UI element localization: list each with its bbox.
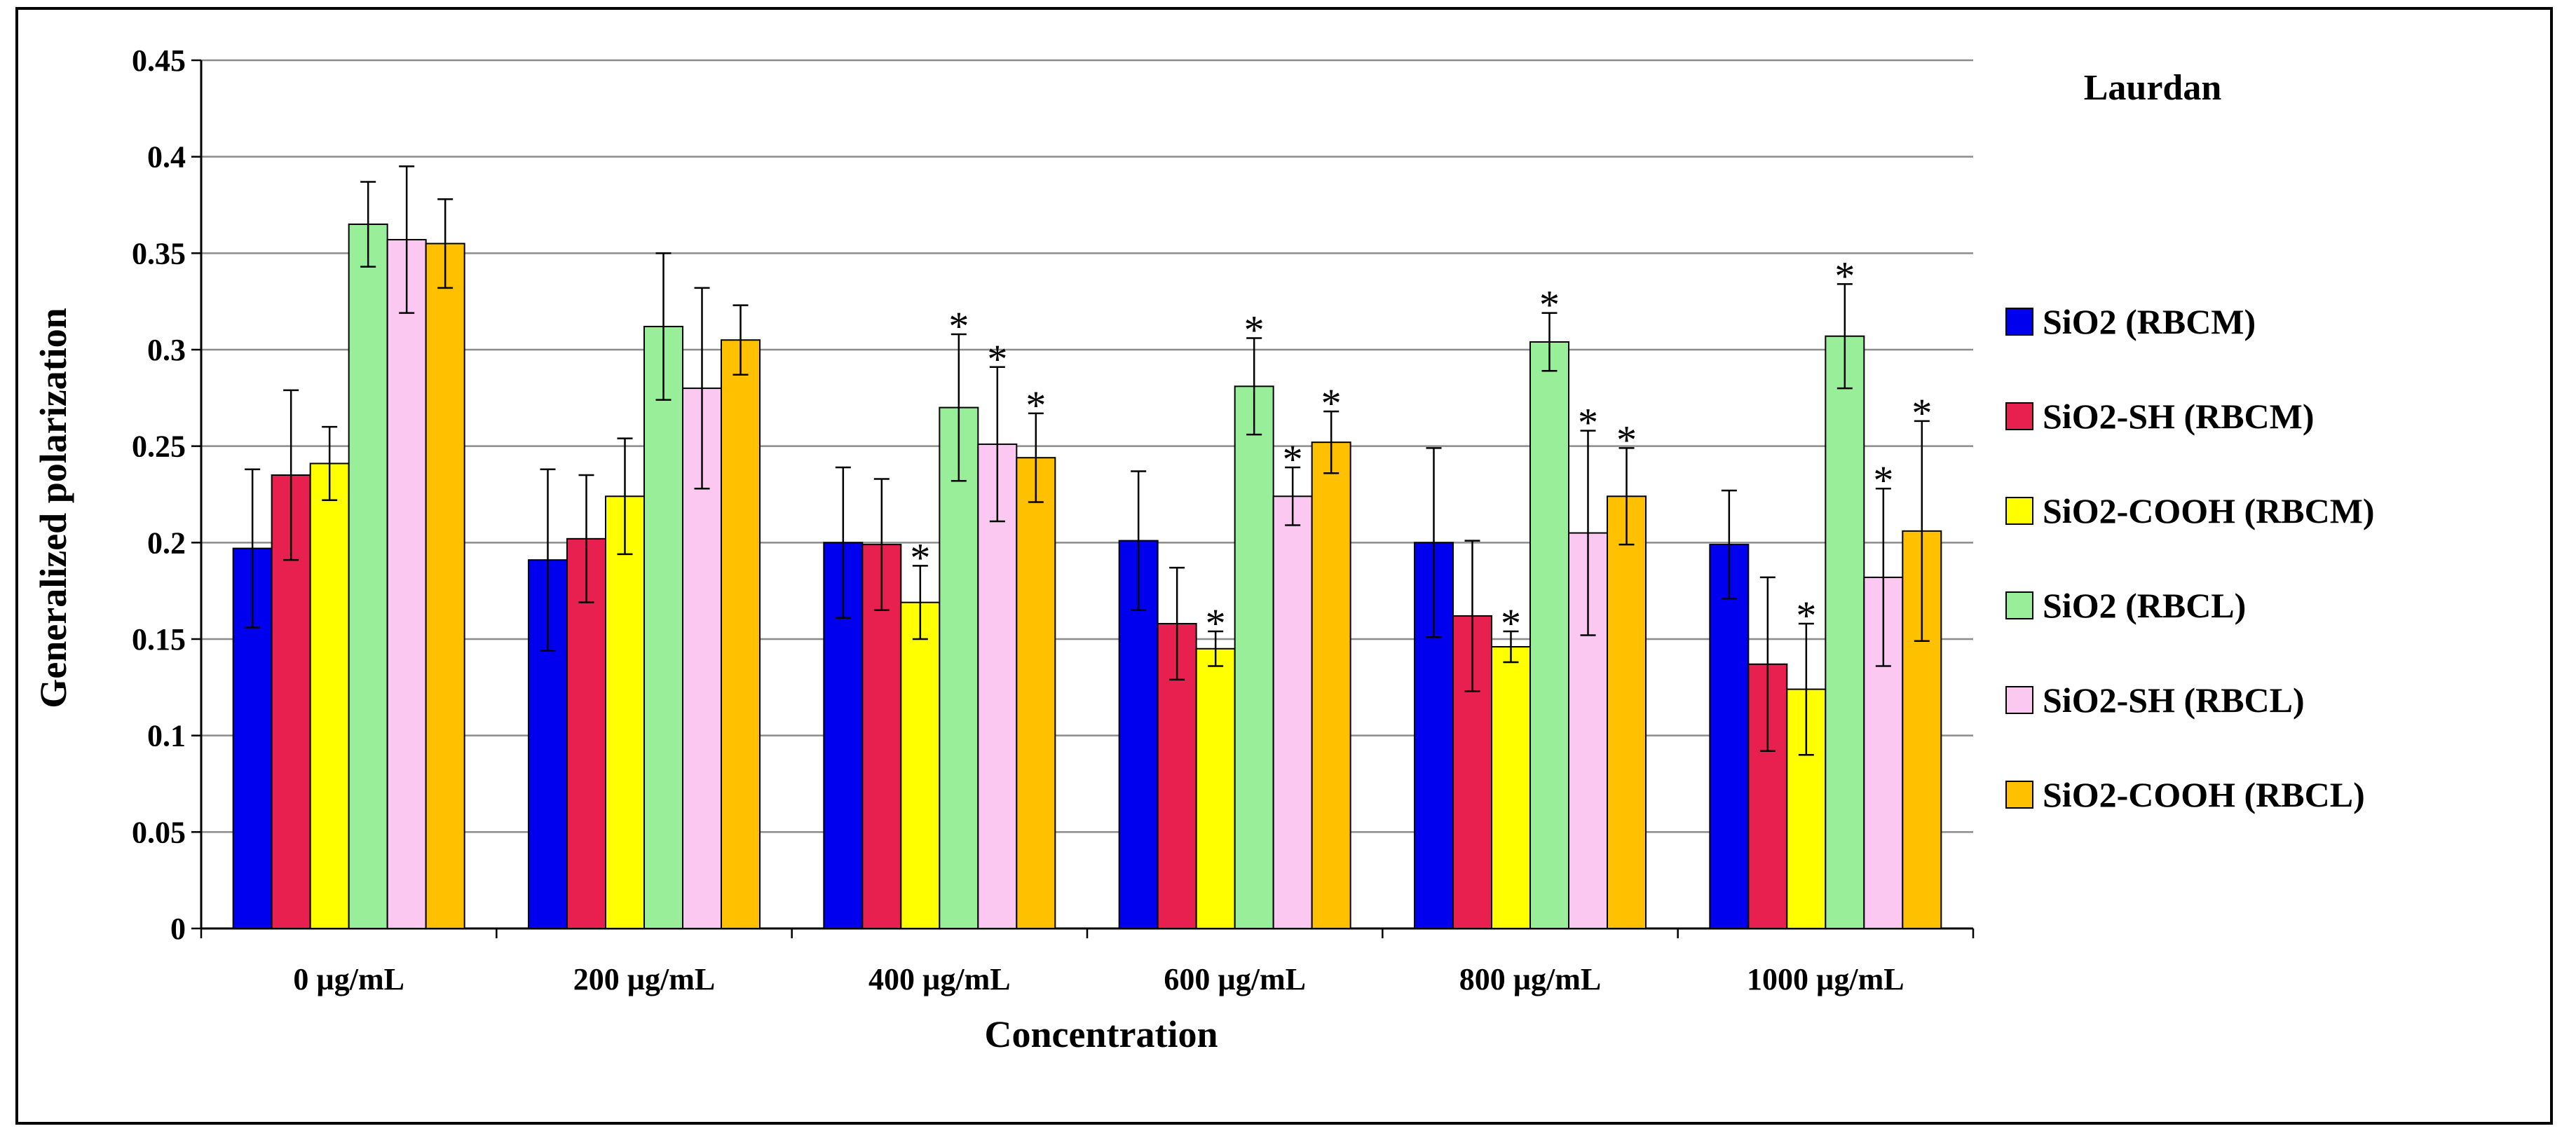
significance-marker: * — [948, 303, 969, 349]
bar — [348, 224, 388, 929]
bar — [1491, 646, 1531, 929]
bar-chart: ** * ** ******** *** 00.050.10.150.20.250.30… — [32, 43, 2375, 1055]
bar — [721, 339, 761, 929]
legend-swatch — [2005, 497, 2033, 525]
gridlines — [201, 59, 1973, 833]
y-tick-label: 0.4 — [147, 140, 186, 174]
bar — [1016, 457, 1056, 929]
significance-marker: * — [987, 336, 1007, 382]
bar — [1195, 647, 1236, 929]
y-tick-label: 0.45 — [132, 43, 186, 78]
bar — [977, 443, 1018, 929]
chart-title: Laurdan — [2084, 68, 2222, 108]
legend-label: SiO2 (RBCL) — [2043, 586, 2246, 625]
legend-label: SiO2-COOH (RBCM) — [2043, 491, 2375, 530]
significance-marker: * — [1501, 601, 1521, 646]
legend-label: SiO2 (RBCM) — [2043, 302, 2256, 341]
y-tick-label: 0.2 — [147, 526, 186, 560]
bar — [425, 242, 465, 930]
significance-marker: * — [1578, 400, 1598, 446]
significance-marker: * — [1834, 253, 1855, 299]
y-tick-label: 0.05 — [132, 815, 186, 849]
bar — [605, 495, 645, 929]
axes — [191, 59, 1975, 938]
significance-marker: * — [1539, 282, 1560, 328]
bar — [1607, 495, 1647, 929]
legend: SiO2 (RBCM) SiO2-SH (RBCM) SiO2-COOH (RBCM… — [2005, 302, 2375, 814]
y-tick-label: 0.35 — [132, 236, 186, 270]
bar — [309, 462, 350, 929]
y-axis-title: Generalized polarization — [32, 308, 74, 708]
legend-swatch — [2005, 402, 2033, 430]
significance-marker: * — [1616, 417, 1637, 462]
bar — [1311, 441, 1351, 929]
y-tick-label: 0.1 — [147, 719, 186, 753]
legend-swatch — [2005, 686, 2033, 714]
x-axis-title: Concentration — [985, 1013, 1218, 1055]
significance-marker: * — [910, 535, 930, 580]
bar — [386, 239, 427, 929]
x-tick-label: 0 µg/mL — [293, 962, 404, 996]
bar — [1234, 385, 1274, 929]
bar — [1272, 495, 1313, 929]
significance-marker: * — [1911, 390, 1932, 436]
significance-marker: * — [1283, 437, 1303, 482]
significance-marker: * — [1873, 458, 1893, 503]
legend-label: SiO2-COOH (RBCL) — [2043, 775, 2365, 814]
x-tick-label: 800 µg/mL — [1459, 962, 1602, 996]
bar — [1709, 544, 1750, 929]
y-tick-label: 0.25 — [132, 430, 186, 464]
legend-label: SiO2-SH (RBCM) — [2043, 397, 2315, 436]
bar — [939, 406, 979, 929]
x-tick-label: 200 µg/mL — [573, 962, 716, 996]
significance-marker: * — [1025, 383, 1046, 428]
bar — [1825, 335, 1865, 929]
legend-swatch — [2005, 781, 2033, 809]
chart-frame: * * * * * * * * * * * * * * * * 0 0.05 0.1 0.15 0.2 0.25 0.3 0… — [15, 7, 2553, 1125]
x-tick-label: 400 µg/mL — [868, 962, 1011, 996]
legend-label: SiO2-SH (RBCL) — [2043, 680, 2305, 720]
legend-swatch — [2005, 591, 2033, 619]
bars — [232, 224, 1942, 930]
x-tick-label: 600 µg/mL — [1164, 962, 1306, 996]
significance-markers: * * * * * * * * * * * * * * * * — [910, 253, 1932, 646]
significance-marker: * — [1321, 381, 1342, 426]
y-tick-label: 0.3 — [147, 333, 186, 367]
error-bars — [245, 165, 1930, 756]
bar — [643, 325, 683, 929]
bar — [900, 601, 941, 929]
axis-labels: 0 0.05 0.1 0.15 0.2 0.25 0.3 0.35 0.4 0.45 0 µg/mL… — [132, 43, 1904, 996]
significance-marker: * — [1206, 601, 1226, 646]
significance-marker: * — [1244, 307, 1265, 352]
y-tick-label: 0.15 — [132, 622, 186, 657]
x-tick-label: 1000 µg/mL — [1747, 962, 1904, 996]
significance-marker: * — [1796, 593, 1816, 638]
bar — [1529, 341, 1569, 929]
y-tick-label: 0 — [170, 912, 186, 946]
legend-swatch — [2005, 308, 2033, 336]
